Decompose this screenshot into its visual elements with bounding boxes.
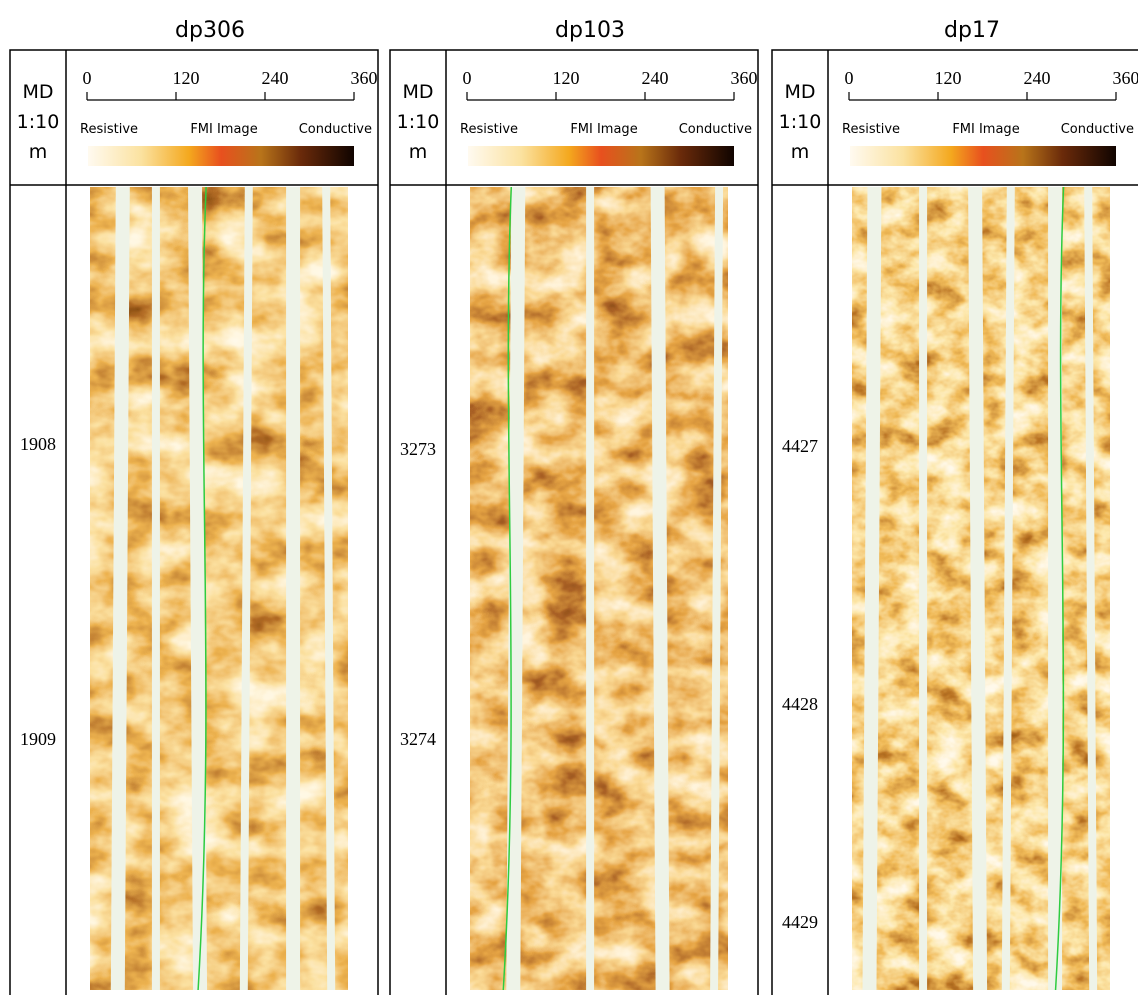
- scale-tick-label: 240: [262, 68, 289, 88]
- color-bar: [88, 146, 354, 166]
- depth-label: 3274: [400, 729, 436, 749]
- depth-label: 4427: [782, 436, 818, 456]
- md-header: MD: [784, 81, 815, 103]
- scale-label: FMI Image: [570, 122, 637, 137]
- scale-tick-label: 240: [642, 68, 669, 88]
- panel-title: dp103: [555, 18, 625, 43]
- md-header: m: [791, 141, 810, 163]
- pad-gap: [919, 187, 927, 990]
- scale-tick-label: 360: [731, 68, 758, 88]
- color-bar: [850, 146, 1116, 166]
- scale-tick-label: 120: [173, 68, 200, 88]
- scale-tick-label: 360: [351, 68, 378, 88]
- scale-label: Conductive: [679, 122, 752, 137]
- md-header: m: [29, 141, 48, 163]
- scale-tick-label: 120: [935, 68, 962, 88]
- md-header: 1:10: [779, 111, 822, 133]
- scale-label: FMI Image: [190, 122, 257, 137]
- pad-gap: [586, 187, 594, 990]
- md-header: m: [409, 141, 428, 163]
- scale-label: Resistive: [460, 122, 518, 137]
- scale-label: Resistive: [80, 122, 138, 137]
- pad-gap: [286, 187, 300, 990]
- scale-tick-label: 240: [1024, 68, 1051, 88]
- md-header: MD: [402, 81, 433, 103]
- scale-label: Resistive: [842, 122, 900, 137]
- scale-tick-label: 0: [83, 68, 92, 88]
- depth-label: 4429: [782, 912, 818, 932]
- panel-title: dp306: [175, 18, 245, 43]
- depth-label: 4428: [782, 694, 818, 714]
- scale-tick-label: 0: [463, 68, 472, 88]
- scale-tick-label: 360: [1113, 68, 1138, 88]
- scale-label: FMI Image: [952, 122, 1019, 137]
- scale-tick-label: 0: [845, 68, 854, 88]
- scale-label: Conductive: [1061, 122, 1134, 137]
- md-header: MD: [22, 81, 53, 103]
- page: dp306 MD 1:10 m 0 120 240 360 Resistive FMI Image…: [0, 0, 1138, 995]
- md-header: 1:10: [397, 111, 440, 133]
- scale-tick-label: 120: [553, 68, 580, 88]
- depth-label: 1909: [20, 729, 56, 749]
- pad-gap: [1048, 187, 1062, 990]
- figure: dp306 MD 1:10 m 0 120 240 360 Resistive FMI Image…: [0, 0, 1138, 995]
- pad-gap: [152, 187, 160, 990]
- color-bar: [468, 146, 734, 166]
- md-header: 1:10: [17, 111, 60, 133]
- depth-label: 1908: [20, 434, 56, 454]
- panel-title: dp17: [944, 18, 1000, 43]
- depth-label: 3273: [400, 439, 436, 459]
- scale-label: Conductive: [299, 122, 372, 137]
